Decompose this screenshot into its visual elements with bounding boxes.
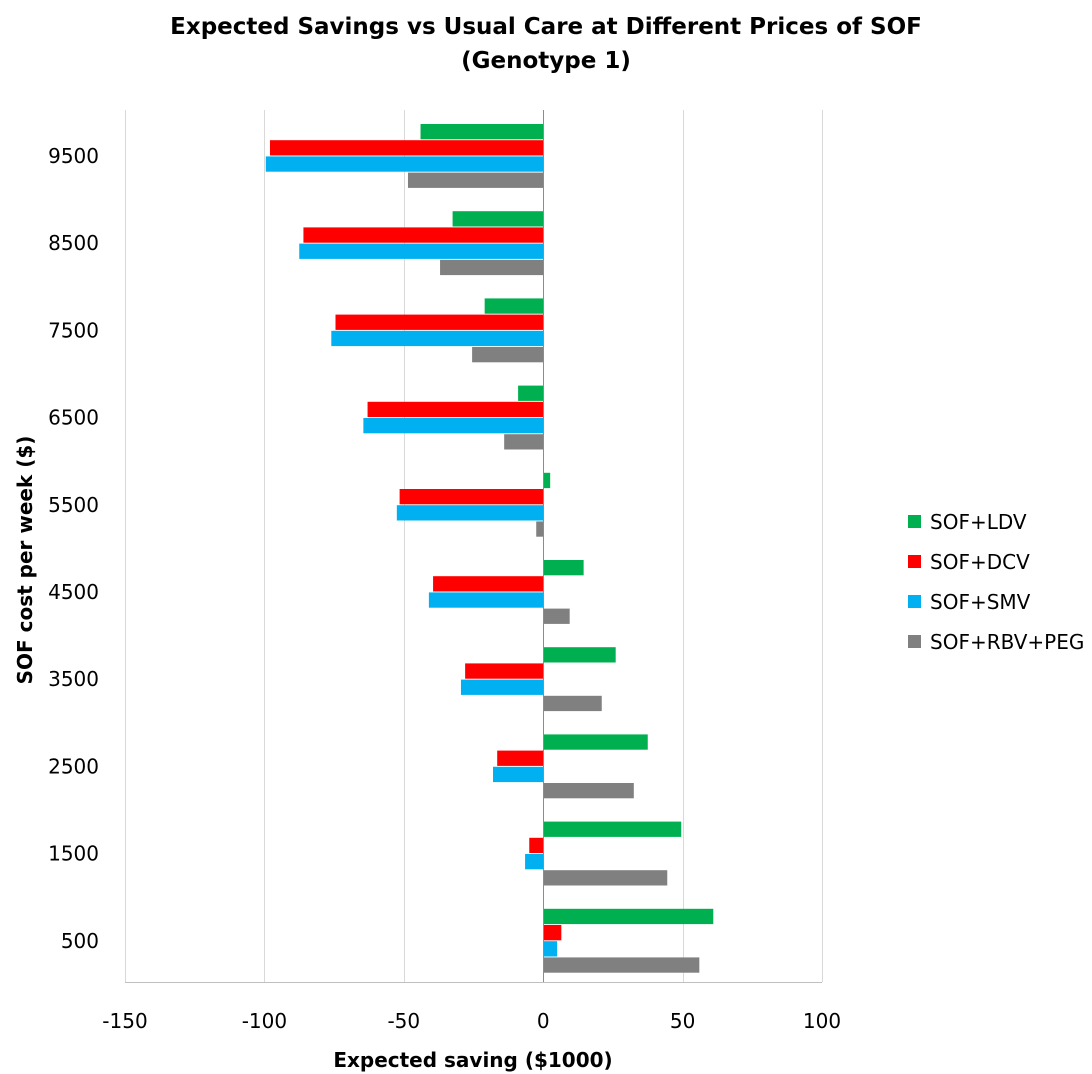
y-tick-label: 500 [61, 929, 99, 953]
legend-label: SOF+DCV [930, 550, 1030, 574]
bar-sof-rbv-peg [536, 521, 544, 537]
bar-sof-smv [265, 156, 544, 172]
bar-sof-dcv [269, 140, 544, 156]
bar-sof-rbv-peg [543, 608, 570, 624]
bar-sof-dcv [465, 663, 544, 679]
bar-sof-smv [396, 505, 544, 521]
chart-title: Expected Savings vs Usual Care at Differ… [170, 14, 922, 40]
legend-label: SOF+SMV [930, 590, 1031, 614]
legend-swatch [908, 515, 921, 528]
bar-sof-dcv [335, 314, 544, 330]
bar-sof-dcv [367, 401, 544, 418]
y-tick-label: 9500 [48, 144, 99, 168]
y-tick-label: 8500 [48, 231, 99, 255]
bar-sof-dcv [529, 837, 544, 854]
bar-sof-ldv [420, 124, 544, 140]
bar-sof-ldv [543, 908, 714, 925]
bar-sof-rbv-peg [407, 172, 544, 188]
legend-label: SOF+RBV+PEG [930, 630, 1084, 654]
chart-subtitle: (Genotype 1) [461, 48, 631, 74]
bar-sof-dcv [303, 227, 544, 243]
legend-swatch [908, 555, 921, 568]
bar-sof-ldv [518, 385, 544, 401]
bar-sof-smv [428, 592, 544, 608]
x-tick-label: -100 [242, 1009, 287, 1033]
legend-swatch [908, 635, 921, 648]
y-tick-label: 2500 [48, 754, 99, 778]
legend: SOF+LDV SOF+DCV SOF+SMV SOF+RBV+PEG [908, 510, 1084, 654]
bar-sof-smv [543, 941, 558, 957]
y-tick-label: 4500 [48, 580, 99, 604]
x-tick-label: 50 [670, 1009, 695, 1033]
bar-sof-rbv-peg [472, 347, 544, 363]
x-axis-title: Expected saving ($1000) [333, 1048, 612, 1072]
bar-sof-ldv [543, 647, 616, 663]
bar-sof-ldv [543, 821, 682, 837]
bar-sof-dcv [543, 925, 562, 941]
bar-sof-ldv [543, 734, 648, 750]
x-tick-label: 100 [803, 1009, 841, 1033]
bar-sof-rbv-peg [504, 434, 544, 450]
y-tick-label: 3500 [48, 667, 99, 691]
bar-sof-ldv [543, 560, 584, 576]
bar-sof-smv [525, 854, 544, 870]
x-tick-label: 0 [537, 1009, 550, 1033]
y-axis-title: SOF cost per week ($) [13, 436, 37, 685]
bar-sof-ldv [452, 211, 544, 227]
bar-sof-ldv [543, 472, 551, 489]
legend-swatch [908, 595, 921, 608]
bar-sof-smv [460, 679, 544, 695]
bar-sof-rbv-peg [543, 957, 700, 973]
legend-label: SOF+LDV [930, 510, 1027, 534]
bar-sof-smv [493, 766, 544, 783]
bar-sof-rbv-peg [440, 259, 544, 276]
bar-sof-smv [299, 243, 544, 259]
y-tick-label: 1500 [48, 842, 99, 866]
x-tick-label: -150 [102, 1009, 147, 1033]
bar-sof-smv [331, 330, 544, 347]
bar-sof-rbv-peg [543, 783, 634, 799]
y-tick-label: 7500 [48, 318, 99, 342]
x-tick-label: -50 [387, 1009, 420, 1033]
y-tick-label: 6500 [48, 406, 99, 430]
bar-sof-rbv-peg [543, 695, 602, 712]
bar-sof-smv [363, 418, 544, 434]
bar-sof-ldv [484, 298, 544, 314]
bar-sof-dcv [497, 750, 544, 766]
bar-sof-rbv-peg [543, 870, 668, 886]
bar-sof-dcv [399, 489, 544, 505]
bar-sof-dcv [433, 576, 544, 592]
y-tick-label: 5500 [48, 493, 99, 517]
